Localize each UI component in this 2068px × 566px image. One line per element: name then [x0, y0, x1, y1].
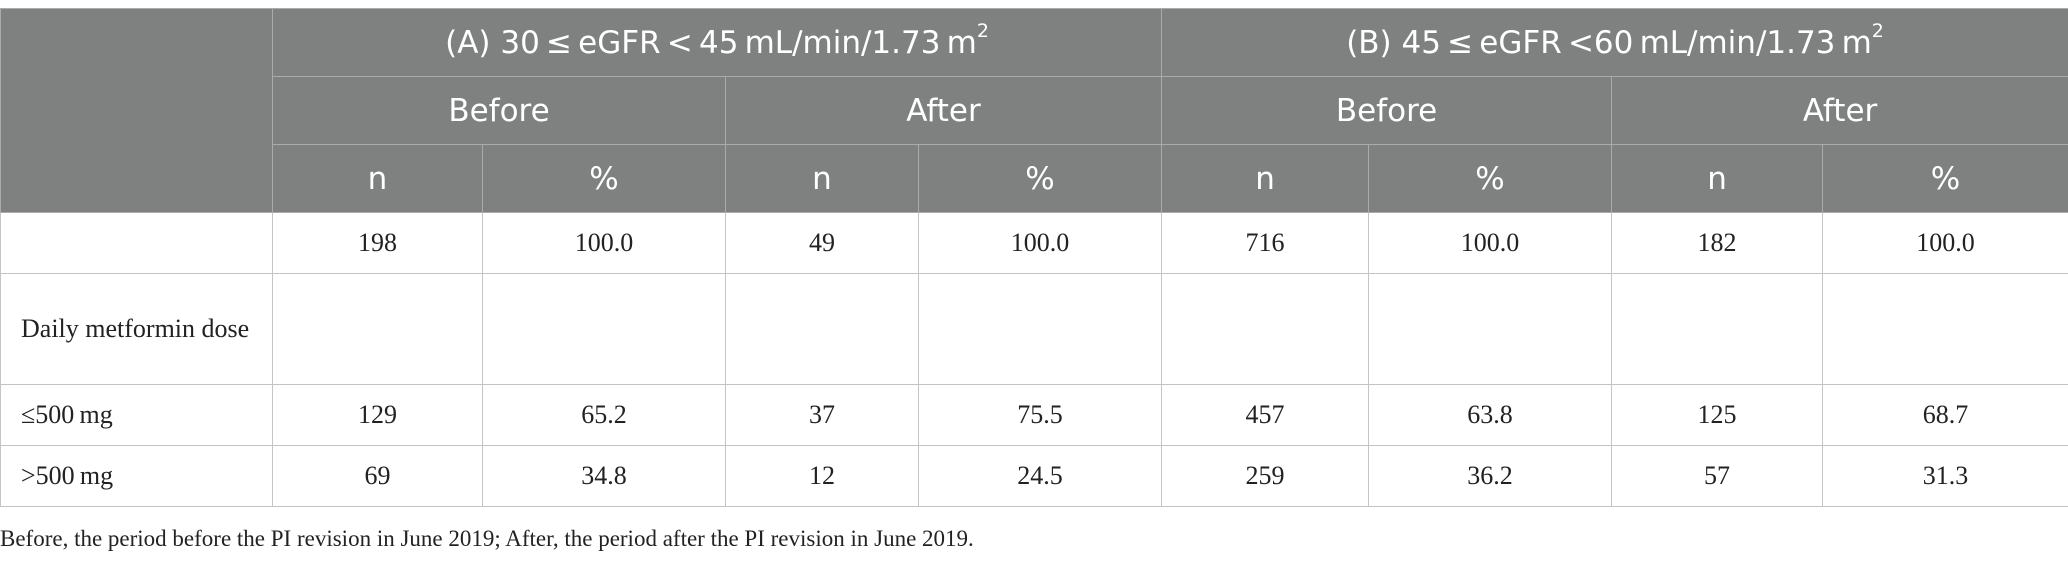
- table-cell: 100.0: [917, 212, 1163, 274]
- table-cell: 65.2: [482, 384, 726, 446]
- subheader-n: n: [725, 144, 919, 213]
- group-b-header: (B) 45 ≤ eGFR <60 mL/min/1.73 m2: [1161, 8, 2068, 77]
- table-cell: [1822, 273, 2068, 385]
- subheader-n: n: [1611, 144, 1824, 213]
- row-label: Daily metformin dose: [0, 273, 273, 385]
- table-cell: 100.0: [1822, 212, 2068, 274]
- table-cell: [1611, 273, 1824, 385]
- table-cell: 100.0: [482, 212, 726, 274]
- table-cell: 69: [272, 445, 483, 507]
- subheader-row: n % n % n % n %: [1, 144, 2068, 213]
- table-cell: 24.5: [917, 445, 1163, 507]
- table-cell: 198: [272, 212, 483, 274]
- table-cell: 457: [1161, 384, 1370, 446]
- table-cell: 31.3: [1822, 445, 2068, 507]
- table-cell: 75.5: [917, 384, 1163, 446]
- corner-header: [0, 8, 273, 213]
- table-cell: 37: [725, 384, 919, 446]
- table-cell: 57: [1611, 445, 1824, 507]
- period-header: Before: [1161, 76, 1613, 145]
- table-cell: [272, 273, 483, 385]
- subheader-percent: %: [1822, 144, 2068, 213]
- table-cell: 716: [1161, 212, 1370, 274]
- table-row: 198 100.0 49 100.0 716 100.0 182 100.0: [0, 212, 2068, 274]
- table-row: >500 mg 69 34.8 12 24.5 259 36.2 57 31.3: [0, 445, 2068, 507]
- metformin-dose-table: (A) 30 ≤ eGFR < 45 mL/min/1.73 m2 (B) 45…: [0, 8, 2068, 507]
- period-header: After: [724, 76, 1163, 145]
- table-container: (A) 30 ≤ eGFR < 45 mL/min/1.73 m2 (B) 45…: [0, 8, 2068, 507]
- table-cell: 100.0: [1368, 212, 1613, 274]
- period-header: Before: [272, 76, 726, 145]
- table-cell: 36.2: [1368, 445, 1613, 507]
- table-cell: [1161, 273, 1370, 385]
- subheader-n: n: [272, 144, 483, 213]
- table-cell: [482, 273, 726, 385]
- table-cell: [917, 273, 1163, 385]
- period-header-row: Before After Before After: [1, 76, 2068, 145]
- group-header-row: (A) 30 ≤ eGFR < 45 mL/min/1.73 m2 (B) 45…: [0, 8, 2068, 213]
- subheader-n: n: [1161, 144, 1370, 213]
- table-cell: 129: [272, 384, 483, 446]
- table-cell: [1368, 273, 1613, 385]
- row-label: [0, 212, 273, 274]
- table-cell: 49: [725, 212, 919, 274]
- table-cell: 259: [1161, 445, 1370, 507]
- subheader-percent: %: [1368, 144, 1613, 213]
- table-row: ≤500 mg 129 65.2 37 75.5 457 63.8 125 68…: [0, 384, 2068, 446]
- group-a-header: (A) 30 ≤ eGFR < 45 mL/min/1.73 m2: [271, 8, 1163, 77]
- subheader-percent: %: [482, 144, 726, 213]
- table-cell: 68.7: [1822, 384, 2068, 446]
- subheader-percent: %: [917, 144, 1163, 213]
- table-row: Daily metformin dose: [0, 273, 2068, 385]
- table-cell: [725, 273, 919, 385]
- table-footnote: Before, the period before the PI revisio…: [0, 526, 974, 551]
- row-label: ≤500 mg: [0, 384, 273, 446]
- table-cell: 63.8: [1368, 384, 1613, 446]
- table-cell: 125: [1611, 384, 1824, 446]
- row-label: >500 mg: [0, 445, 273, 507]
- table-cell: 34.8: [482, 445, 726, 507]
- table-cell: 12: [725, 445, 919, 507]
- period-header: After: [1611, 76, 2068, 145]
- table-cell: 182: [1611, 212, 1824, 274]
